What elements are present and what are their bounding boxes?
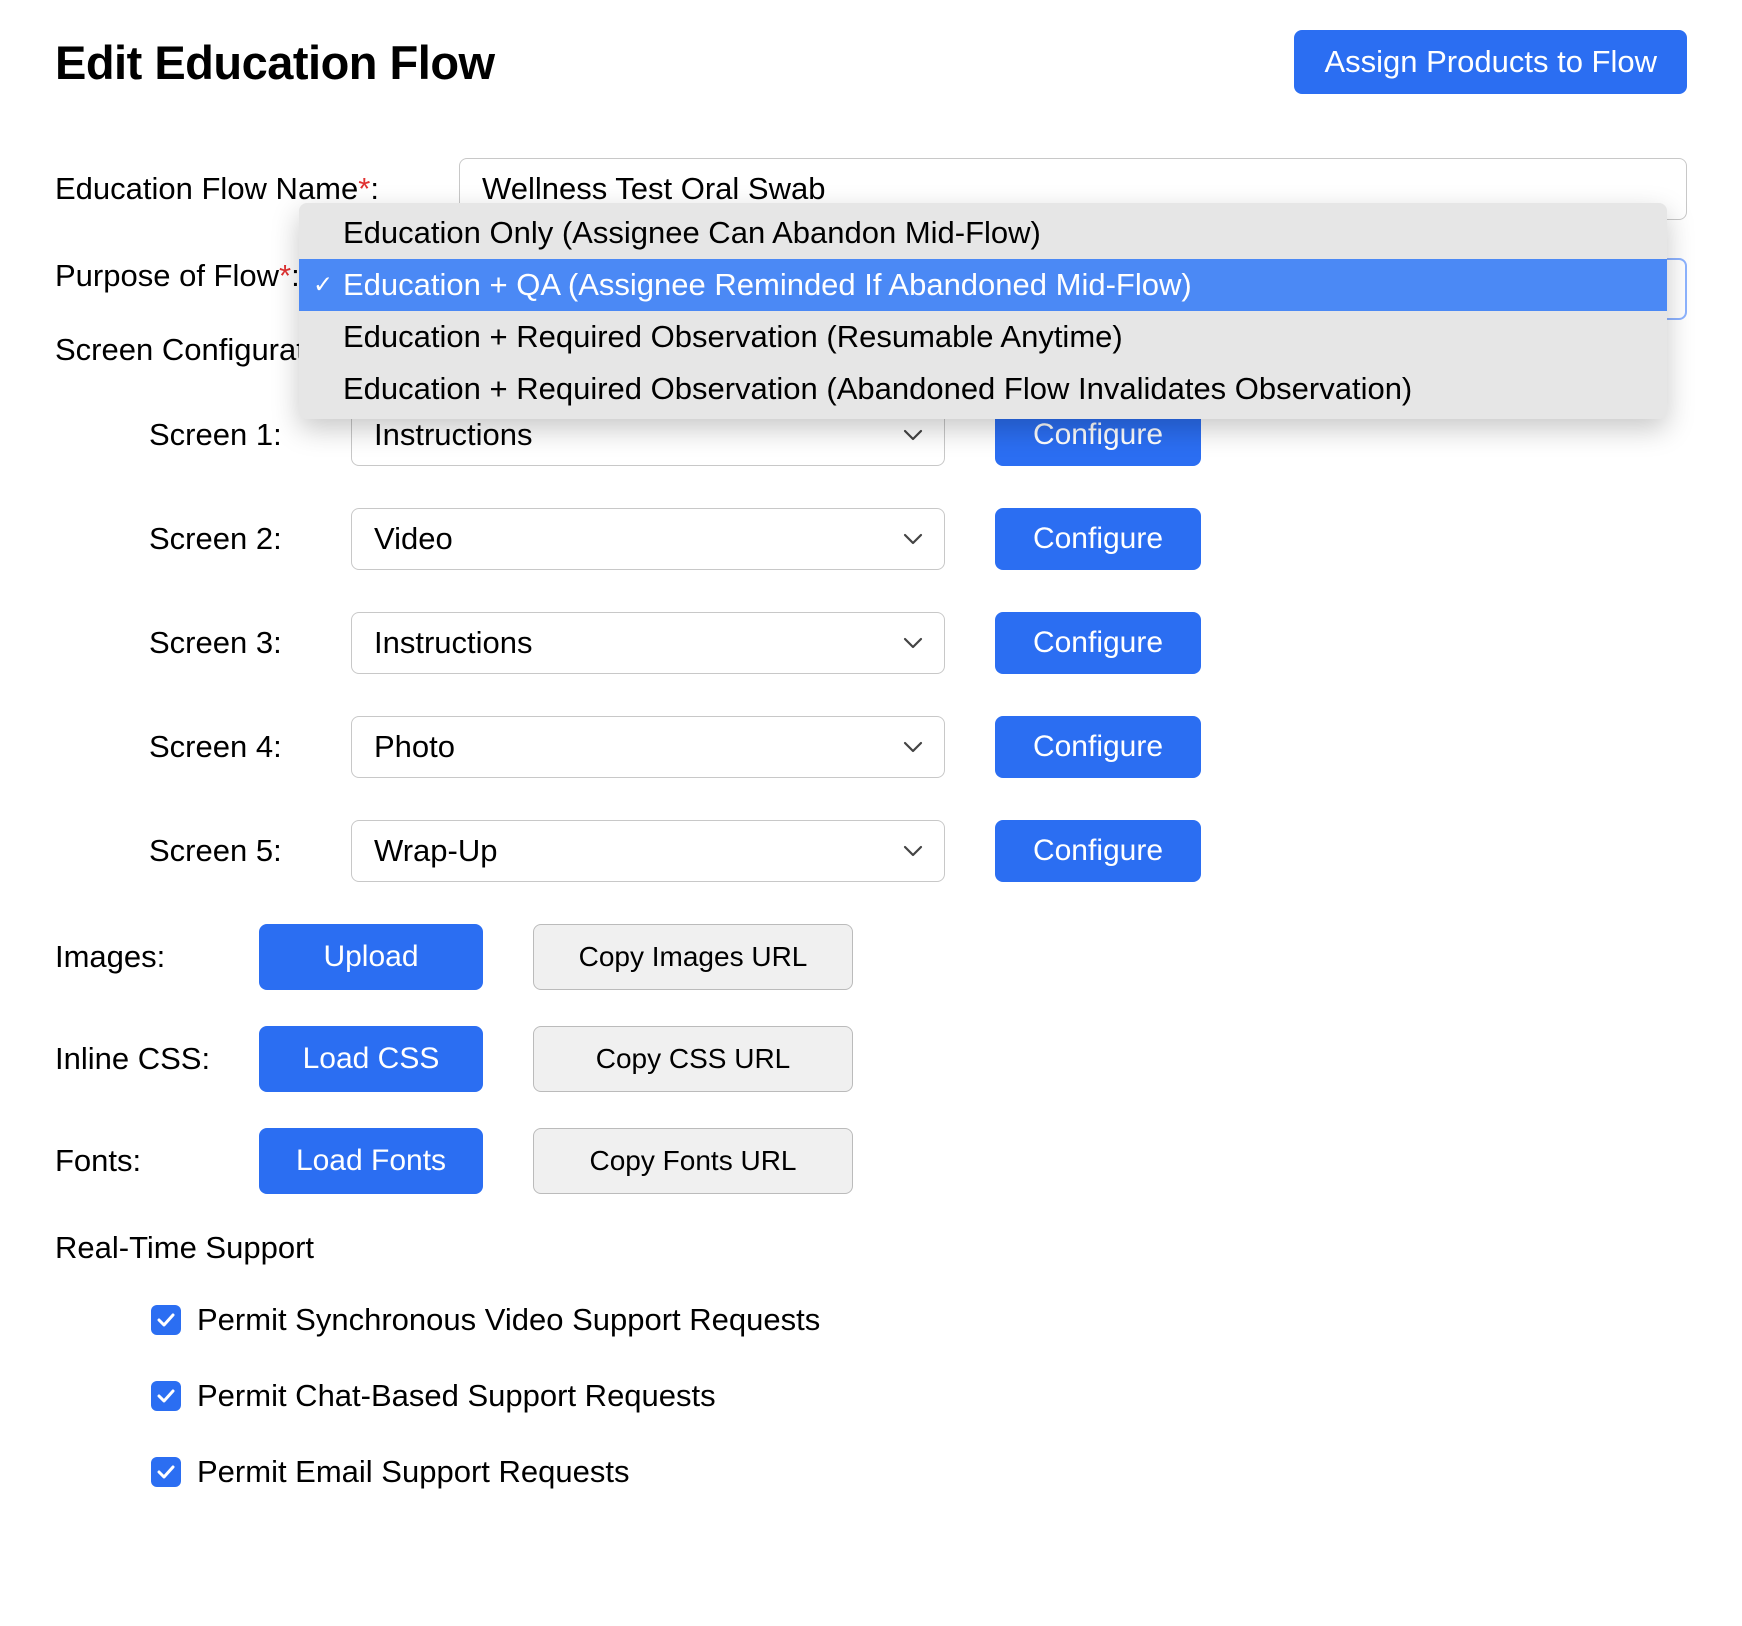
support-heading: Real-Time Support: [55, 1230, 1687, 1266]
purpose-dropdown-panel: Education Only (Assignee Can Abandon Mid…: [299, 203, 1667, 419]
purpose-option[interactable]: ✓Education + QA (Assignee Reminded If Ab…: [299, 259, 1667, 311]
page-title: Edit Education Flow: [55, 35, 495, 90]
asset-label: Fonts:: [55, 1143, 241, 1179]
configure-button[interactable]: Configure: [995, 508, 1201, 570]
purpose-option[interactable]: Education + Required Observation (Resuma…: [299, 311, 1667, 363]
asset-row: Images: Upload Copy Images URL: [55, 924, 1687, 990]
purpose-label-text: Purpose of Flow: [55, 258, 279, 293]
check-icon: ✓: [313, 271, 333, 300]
configure-button[interactable]: Configure: [995, 716, 1201, 778]
purpose-option[interactable]: Education Only (Assignee Can Abandon Mid…: [299, 207, 1667, 259]
screen-type-select-wrap: [351, 508, 945, 570]
asset-row: Inline CSS: Load CSS Copy CSS URL: [55, 1026, 1687, 1092]
screen-label: Screen 2:: [149, 521, 301, 557]
assign-products-button[interactable]: Assign Products to Flow: [1294, 30, 1687, 94]
screen-type-select-wrap: [351, 612, 945, 674]
screen-row: Screen 2: Configure: [149, 508, 1687, 570]
asset-secondary-button[interactable]: Copy Fonts URL: [533, 1128, 853, 1194]
required-asterisk: *: [358, 171, 370, 206]
configure-button[interactable]: Configure: [995, 612, 1201, 674]
asset-primary-button[interactable]: Load CSS: [259, 1026, 483, 1092]
support-item-label: Permit Chat-Based Support Requests: [197, 1378, 716, 1414]
screen-label: Screen 1:: [149, 417, 301, 453]
label-colon: :: [370, 171, 379, 206]
assets-section: Images: Upload Copy Images URL Inline CSS: L…: [55, 924, 1687, 1194]
support-checkbox[interactable]: [151, 1305, 181, 1335]
support-list: Permit Synchronous Video Support Request…: [55, 1302, 1687, 1490]
screen-row: Screen 3: Configure: [149, 612, 1687, 674]
asset-label: Images:: [55, 939, 241, 975]
screen-label: Screen 4:: [149, 729, 301, 765]
screen-type-select[interactable]: [351, 820, 945, 882]
support-checkbox[interactable]: [151, 1457, 181, 1487]
asset-row: Fonts: Load Fonts Copy Fonts URL: [55, 1128, 1687, 1194]
asset-label: Inline CSS:: [55, 1041, 241, 1077]
screen-type-select[interactable]: [351, 508, 945, 570]
required-asterisk: *: [279, 258, 291, 293]
flow-name-label-text: Education Flow Name: [55, 171, 358, 206]
flow-name-label: Education Flow Name*:: [55, 171, 459, 207]
screen-type-select-wrap: [351, 820, 945, 882]
screen-config-list: Screen 1:ConfigureScreen 2:ConfigureScre…: [55, 404, 1687, 882]
support-item: Permit Email Support Requests: [151, 1454, 1687, 1490]
configure-button[interactable]: Configure: [995, 820, 1201, 882]
support-item: Permit Synchronous Video Support Request…: [151, 1302, 1687, 1338]
support-item-label: Permit Email Support Requests: [197, 1454, 629, 1490]
screen-type-select[interactable]: [351, 612, 945, 674]
screen-row: Screen 5: Configure: [149, 820, 1687, 882]
asset-secondary-button[interactable]: Copy CSS URL: [533, 1026, 853, 1092]
page-header: Edit Education Flow Assign Products to F…: [55, 30, 1687, 94]
support-item: Permit Chat-Based Support Requests: [151, 1378, 1687, 1414]
asset-primary-button[interactable]: Load Fonts: [259, 1128, 483, 1194]
purpose-option[interactable]: Education + Required Observation (Abando…: [299, 363, 1667, 415]
screen-label: Screen 3:: [149, 625, 301, 661]
screen-row: Screen 4: Configure: [149, 716, 1687, 778]
support-checkbox[interactable]: [151, 1381, 181, 1411]
screen-type-select-wrap: [351, 716, 945, 778]
asset-primary-button[interactable]: Upload: [259, 924, 483, 990]
screen-label: Screen 5:: [149, 833, 301, 869]
support-item-label: Permit Synchronous Video Support Request…: [197, 1302, 820, 1338]
asset-secondary-button[interactable]: Copy Images URL: [533, 924, 853, 990]
screen-type-select[interactable]: [351, 716, 945, 778]
